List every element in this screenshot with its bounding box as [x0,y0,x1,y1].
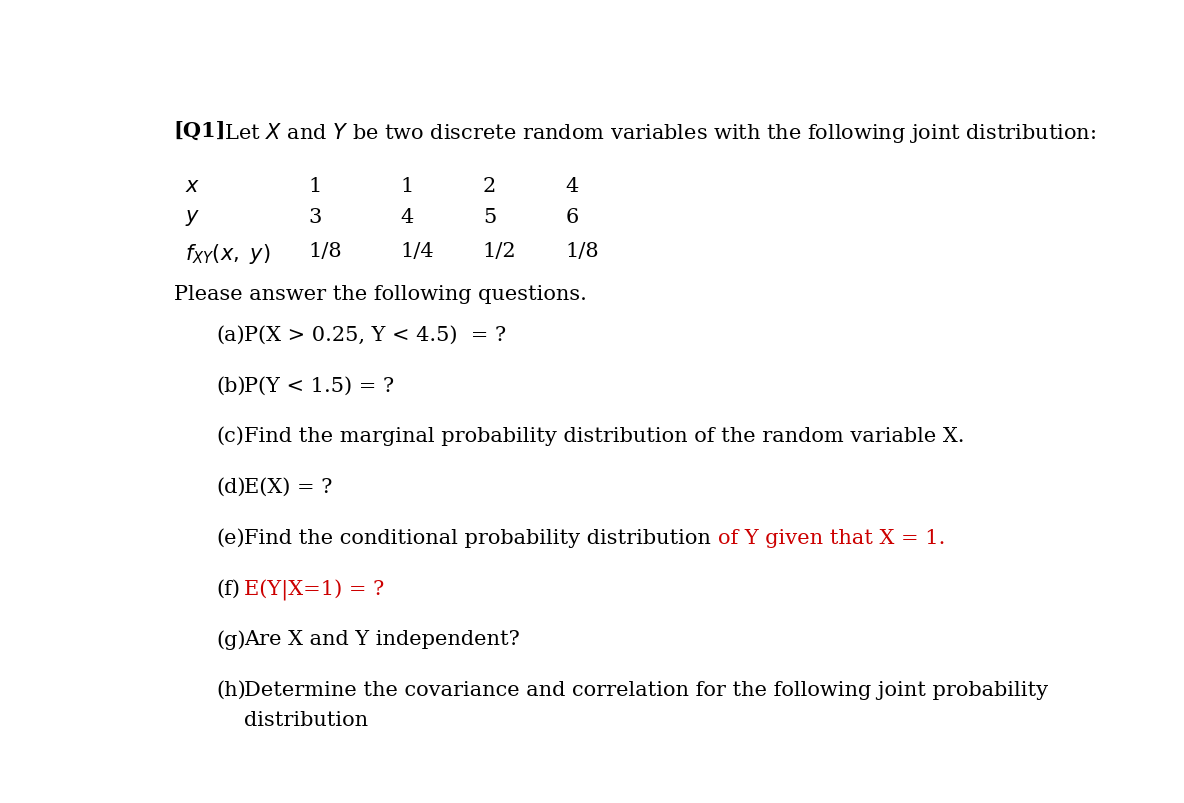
Text: Are X and Y independent?: Are X and Y independent? [244,630,520,648]
Text: Find the marginal probability distribution of the random variable X.: Find the marginal probability distributi… [244,426,965,446]
Text: 3: 3 [309,208,322,226]
Text: 1: 1 [400,177,413,196]
Text: 4: 4 [400,208,413,226]
Text: E(Y|X=1) = ?: E(Y|X=1) = ? [244,579,385,600]
Text: of Y given that X = 1.: of Y given that X = 1. [718,528,945,547]
Text: (f): (f) [217,579,240,597]
Text: Find the conditional probability distribution: Find the conditional probability distrib… [244,528,718,547]
Text: (h): (h) [217,680,246,699]
Text: 1: 1 [309,177,322,196]
Text: $x$: $x$ [185,177,200,196]
Text: 1/8: 1/8 [309,242,342,261]
Text: $y$: $y$ [185,208,200,227]
Text: $f_{XY}(x,\ y)$: $f_{XY}(x,\ y)$ [185,242,270,266]
Text: (e): (e) [217,528,245,547]
Text: (d): (d) [217,477,246,496]
Text: Let $X$ and $Y$ be two discrete random variables with the following joint distri: Let $X$ and $Y$ be two discrete random v… [218,121,1096,145]
Text: 1/4: 1/4 [400,242,435,261]
Text: E(X) = ?: E(X) = ? [244,477,333,496]
Text: (g): (g) [217,630,246,649]
Text: distribution: distribution [244,710,368,728]
Text: (c): (c) [217,426,245,446]
Text: P(X > 0.25, Y < 4.5)  = ?: P(X > 0.25, Y < 4.5) = ? [244,325,507,344]
Text: (b): (b) [217,376,246,395]
Text: P(Y < 1.5) = ?: P(Y < 1.5) = ? [244,376,394,395]
Text: [Q1]: [Q1] [174,121,226,141]
Text: Please answer the following questions.: Please answer the following questions. [174,285,586,304]
Text: 5: 5 [483,208,496,226]
Text: 1/8: 1/8 [566,242,599,261]
Text: 1/2: 1/2 [483,242,516,261]
Text: Determine the covariance and correlation for the following joint probability: Determine the covariance and correlation… [244,680,1049,699]
Text: 2: 2 [483,177,496,196]
Text: 4: 4 [566,177,579,196]
Text: 6: 6 [566,208,579,226]
Text: (a): (a) [217,325,245,344]
